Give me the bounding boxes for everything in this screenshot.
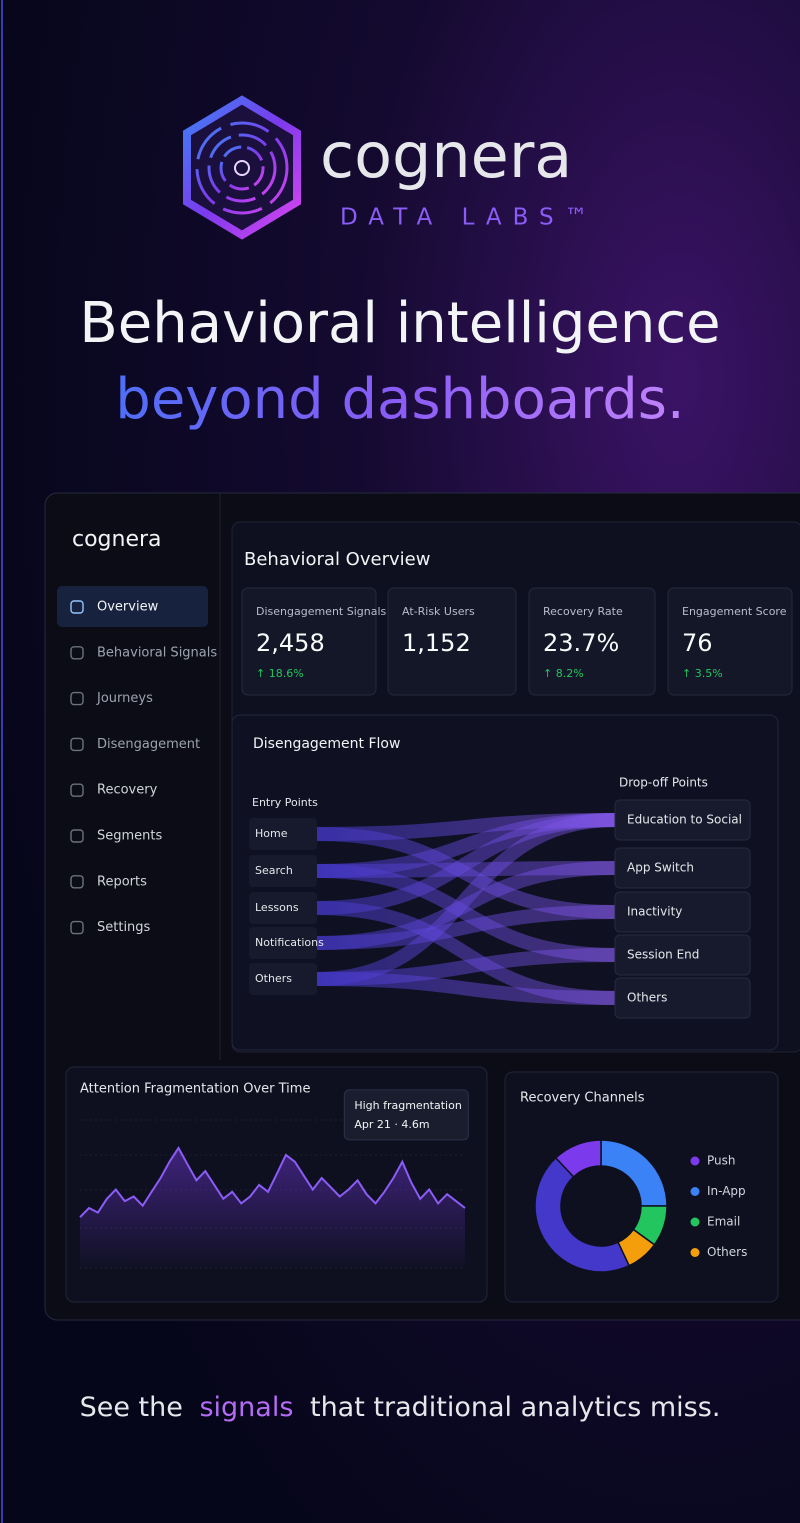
dropoff-box bbox=[614, 799, 751, 841]
line bbox=[79, 1146, 466, 1218]
line-chart: High fragmentation Apr 21 · 4.6m bbox=[79, 1089, 469, 1269]
nav-icon bbox=[70, 646, 84, 660]
donut-title: Recovery Channels bbox=[520, 1091, 645, 1106]
tooltip-text: Apr 21 · 4.6m bbox=[354, 1118, 429, 1131]
nav-icon bbox=[70, 783, 84, 797]
flow-title: Disengagement Flow bbox=[253, 736, 400, 752]
legend-label: Email bbox=[707, 1215, 740, 1229]
nav-item: Settings bbox=[97, 920, 151, 935]
dropoff-box bbox=[614, 934, 751, 976]
kpi-card bbox=[528, 587, 656, 696]
flow-link bbox=[316, 972, 616, 1005]
nav-icon bbox=[70, 829, 84, 843]
entry-box bbox=[249, 892, 317, 924]
kpi-card bbox=[387, 587, 517, 696]
nav-icon bbox=[70, 737, 84, 752]
nav-icon bbox=[70, 600, 84, 614]
entry-box bbox=[249, 963, 317, 995]
nav-active bbox=[57, 586, 208, 627]
kpi-label: At-Risk Users bbox=[402, 605, 475, 618]
flow-link bbox=[316, 813, 616, 878]
logo bbox=[183, 95, 301, 240]
nav-icon bbox=[70, 691, 84, 706]
kpi-delta: ↑ 3.5% bbox=[682, 667, 723, 680]
dropoff-label: Session End bbox=[627, 948, 699, 962]
dropoff-label: Education to Social bbox=[627, 813, 742, 827]
entry-label: Others bbox=[255, 972, 292, 985]
page-title: Behavioral Overview bbox=[244, 549, 430, 570]
logo-lens bbox=[234, 160, 250, 176]
dropoff-box bbox=[614, 977, 751, 1019]
tooltip bbox=[343, 1089, 469, 1141]
entry-box bbox=[249, 927, 317, 959]
dropoff-title: Drop-off Points bbox=[619, 776, 708, 790]
kpi-value: 1,152 bbox=[402, 629, 471, 657]
entry-label: Home bbox=[255, 827, 288, 840]
nav-item: Behavioral Signals bbox=[97, 645, 217, 660]
logo-swirl bbox=[195, 121, 289, 215]
donut-segment bbox=[554, 1139, 602, 1178]
legend-label: In-App bbox=[707, 1184, 746, 1198]
entry-box bbox=[249, 818, 317, 850]
nav-icon bbox=[70, 920, 84, 935]
dropoff-box bbox=[614, 847, 751, 889]
tooltip-title: High fragmentation bbox=[354, 1099, 462, 1112]
nav-item: Segments bbox=[97, 829, 163, 844]
donut-rest bbox=[534, 1156, 631, 1273]
legend-label: Push bbox=[707, 1154, 736, 1168]
line-title: Attention Fragmentation Over Time bbox=[80, 1082, 310, 1097]
nav-item: Recovery bbox=[97, 783, 158, 798]
nav-item: Disengagement bbox=[97, 737, 200, 752]
sidebar-brand: cognera bbox=[72, 527, 162, 552]
logo-swirl bbox=[207, 133, 277, 203]
kpi-label: Disengagement Signals bbox=[256, 605, 387, 618]
dropoff-box bbox=[614, 891, 751, 933]
entry-box bbox=[249, 855, 317, 887]
kpi-delta: ↑ 8.2% bbox=[543, 667, 584, 680]
footer-text: See the bbox=[80, 1392, 183, 1423]
headline-accent: beyond dashboards. bbox=[115, 367, 684, 432]
kpi-card bbox=[241, 587, 377, 696]
brand-name: cognera bbox=[320, 119, 572, 192]
kpi-value: 2,458 bbox=[256, 629, 325, 657]
legend-swatch bbox=[690, 1187, 700, 1196]
legend-swatch bbox=[690, 1156, 700, 1166]
kpi-label: Recovery Rate bbox=[543, 605, 623, 618]
footer-text: that traditional analytics miss. bbox=[310, 1392, 720, 1423]
dropoff-label: Others bbox=[627, 991, 667, 1005]
dropoff-label: Inactivity bbox=[627, 905, 682, 919]
nav-item: Reports bbox=[97, 874, 147, 889]
legend-label: Others bbox=[707, 1245, 747, 1259]
kpi-label: Engagement Score bbox=[682, 605, 787, 618]
kpi-row: Disengagement Signals 2,458 ↑ 18.6% At-Risk… bbox=[241, 587, 793, 696]
dropoff-label: App Switch bbox=[627, 861, 694, 875]
legend-swatch bbox=[690, 1248, 700, 1257]
footer-tagline: See the signals that traditional analyti… bbox=[80, 1392, 721, 1423]
entry-label: Search bbox=[255, 864, 293, 877]
donut-chart: Push In-App Email Others bbox=[534, 1139, 747, 1273]
nav-item: Journeys bbox=[96, 691, 153, 706]
brand-tagline: DATA LABS™ bbox=[340, 205, 599, 231]
sidebar-nav: Overview Behavioral Signals Journeys Diseng… bbox=[70, 600, 217, 935]
kpi-delta: ↑ 18.6% bbox=[256, 667, 304, 680]
kpi-value: 76 bbox=[682, 629, 713, 657]
kpi-value: 23.7% bbox=[543, 629, 619, 657]
entry-title: Entry Points bbox=[252, 796, 318, 809]
headline: Behavioral intelligence bbox=[79, 291, 720, 356]
flow-link bbox=[316, 905, 616, 950]
nav-item: Overview bbox=[97, 600, 159, 615]
line-area bbox=[80, 1148, 465, 1268]
entry-label: Lessons bbox=[255, 901, 299, 914]
footer-highlight: signals bbox=[199, 1392, 293, 1423]
kpi-card bbox=[667, 587, 793, 696]
flow-diagram: Home Search Lessons Notifications Others Educ… bbox=[249, 799, 751, 1019]
legend-swatch bbox=[690, 1217, 700, 1227]
nav-icon bbox=[70, 875, 84, 889]
entry-label: Notifications bbox=[255, 936, 324, 949]
logo-hexagon bbox=[183, 95, 301, 240]
logo-swirl bbox=[219, 145, 265, 191]
